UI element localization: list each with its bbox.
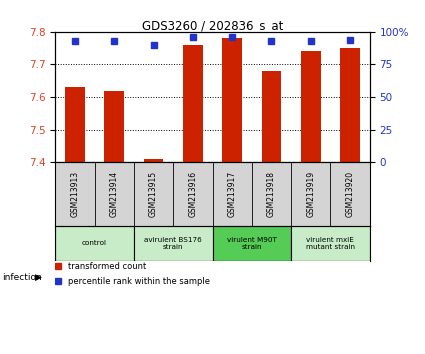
Text: GSM213918: GSM213918 [267, 171, 276, 217]
Title: GDS3260 / 202836_s_at: GDS3260 / 202836_s_at [142, 19, 283, 32]
Text: GSM213914: GSM213914 [110, 171, 119, 217]
Text: transformed count: transformed count [68, 262, 146, 271]
Bar [183, 45, 203, 162]
Text: ▶: ▶ [35, 273, 42, 282]
Text: GSM213916: GSM213916 [188, 171, 197, 217]
Bar [222, 38, 242, 162]
Text: control: control [82, 240, 107, 246]
Bar [134, 226, 212, 261]
Bar [55, 226, 134, 261]
Text: avirulent BS176
strain: avirulent BS176 strain [144, 237, 202, 250]
Bar [144, 159, 163, 162]
Bar [212, 226, 291, 261]
Text: infection: infection [2, 273, 42, 282]
Bar [262, 71, 281, 162]
Bar [105, 91, 124, 162]
Text: virulent M90T
strain: virulent M90T strain [227, 237, 277, 250]
Text: percentile rank within the sample: percentile rank within the sample [68, 276, 210, 286]
Bar [340, 48, 360, 162]
Bar [65, 87, 85, 162]
Bar [291, 226, 370, 261]
Text: GSM213920: GSM213920 [346, 171, 354, 217]
Bar [301, 51, 320, 162]
Text: GSM213917: GSM213917 [228, 171, 237, 217]
Text: GSM213915: GSM213915 [149, 171, 158, 217]
Text: GSM213919: GSM213919 [306, 171, 315, 217]
Text: GSM213913: GSM213913 [71, 171, 79, 217]
Text: virulent mxiE
mutant strain: virulent mxiE mutant strain [306, 237, 355, 250]
